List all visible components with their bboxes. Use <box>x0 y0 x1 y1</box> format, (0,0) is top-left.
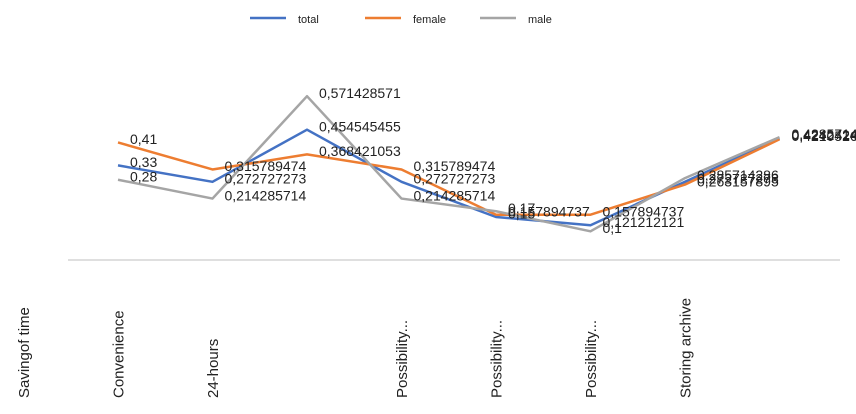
series-line <box>117 94 780 233</box>
data-label: 0,1 <box>603 220 623 236</box>
data-label: 0,424242424 <box>792 127 856 143</box>
data-label: 0,41 <box>130 131 157 147</box>
data-label: 0,315789474 <box>225 158 307 174</box>
data-label: 0,17 <box>508 200 535 216</box>
x-tick-label: Possibility... <box>394 320 411 398</box>
data-label: 0,214285714 <box>414 187 496 203</box>
x-tick-label: Convenience <box>110 310 127 398</box>
data-label: 0,421052632 <box>792 128 856 144</box>
data-label: 0,368421053 <box>319 143 401 159</box>
data-label: 0,214285714 <box>225 187 307 203</box>
data-label: 0,157894737 <box>603 203 685 219</box>
x-tick-label: Storing archive <box>677 298 694 398</box>
x-tick-label: 24-hours <box>205 339 222 398</box>
data-label: 0,28 <box>130 168 157 184</box>
data-label: 0,157894737 <box>508 203 590 219</box>
data-label: 0,272727273 <box>225 171 307 187</box>
data-label: 0,121212121 <box>603 214 685 230</box>
data-label: 0,285714286 <box>697 167 779 183</box>
data-label: 0,571428571 <box>319 85 401 101</box>
data-label: 0,33 <box>130 154 157 170</box>
series-line <box>117 138 781 216</box>
data-label: 0,315789474 <box>414 158 496 174</box>
data-label: 0,272727273 <box>414 171 496 187</box>
data-label: 0,454545455 <box>319 118 401 134</box>
data-label: 0,263157895 <box>697 173 779 189</box>
x-tick-label: Savingof time <box>16 307 33 398</box>
data-label: 0,272727273 <box>697 171 779 187</box>
legend-label: female <box>413 14 446 26</box>
legend-label: male <box>528 14 552 26</box>
data-label: 0,428571429 <box>792 126 856 142</box>
x-tick-label: Possibility... <box>488 320 505 398</box>
legend-label: total <box>298 14 319 26</box>
data-label: 0,15 <box>508 206 535 222</box>
x-tick-label: Possibility... <box>583 320 600 398</box>
